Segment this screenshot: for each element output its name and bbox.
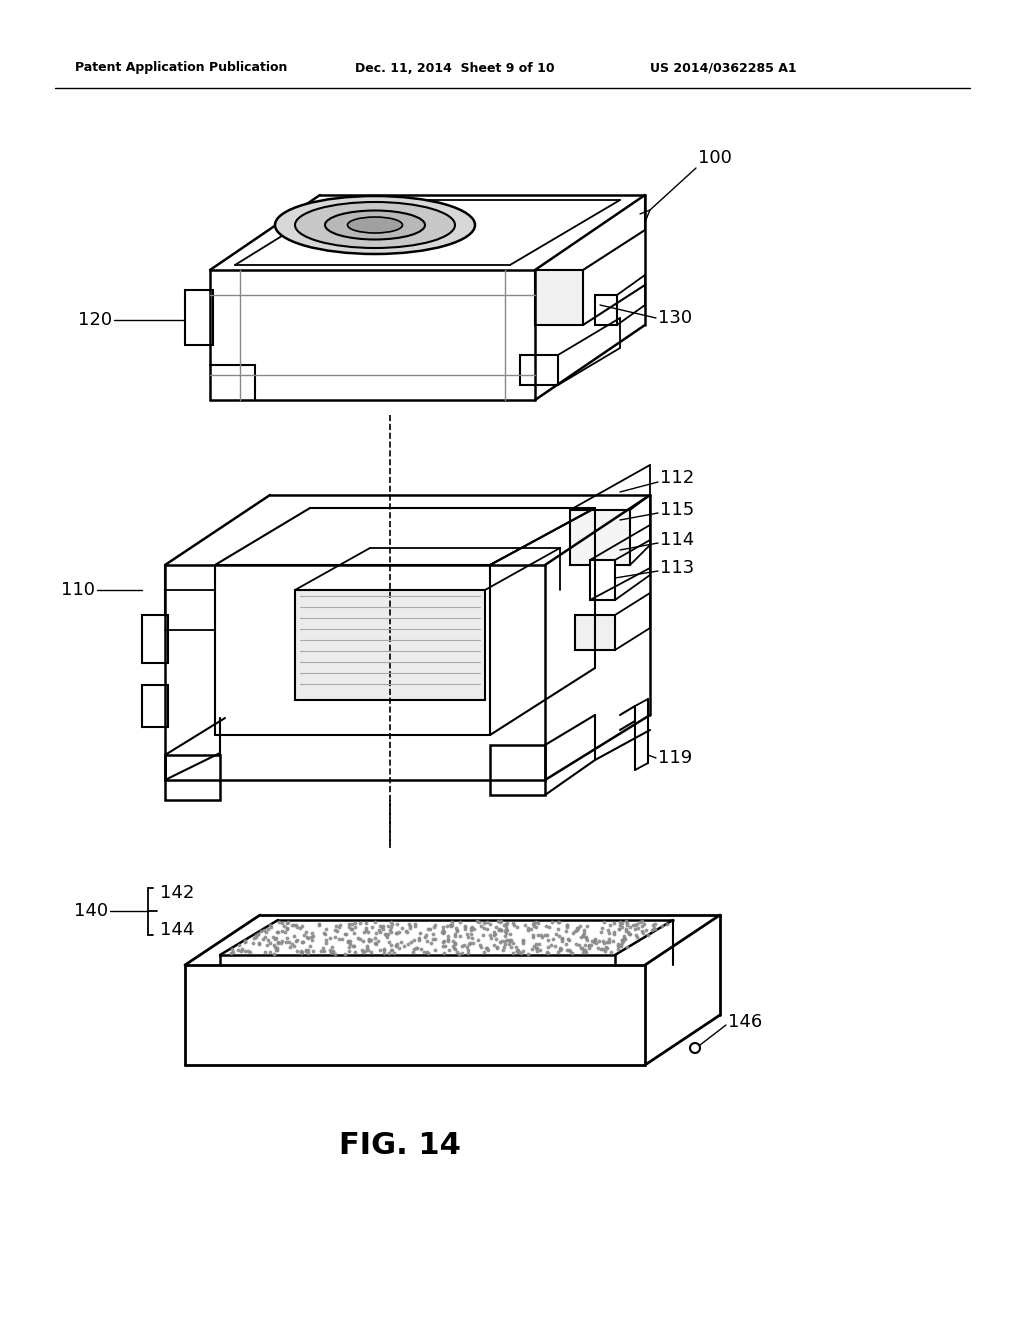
Bar [295,590,485,700]
Text: 114: 114 [660,531,694,549]
Bar [590,560,615,601]
Bar [185,290,213,345]
Text: 115: 115 [660,502,694,519]
Bar [535,271,583,325]
Ellipse shape [325,210,425,239]
Ellipse shape [295,202,455,248]
Text: 112: 112 [660,469,694,487]
Bar [142,615,168,663]
Text: 144: 144 [160,921,195,939]
Text: 100: 100 [698,149,732,168]
Text: Dec. 11, 2014  Sheet 9 of 10: Dec. 11, 2014 Sheet 9 of 10 [355,62,555,74]
Bar [142,685,168,727]
Text: Patent Application Publication: Patent Application Publication [75,62,288,74]
Bar [570,510,630,565]
Bar [575,615,615,649]
Text: 113: 113 [660,558,694,577]
Text: US 2014/0362285 A1: US 2014/0362285 A1 [650,62,797,74]
Bar [595,294,617,325]
Text: 130: 130 [658,309,692,327]
Text: 120: 120 [78,312,112,329]
Text: 110: 110 [61,581,95,599]
Text: 142: 142 [160,884,195,902]
Bar [520,355,558,385]
Text: FIG. 14: FIG. 14 [339,1130,461,1159]
Bar [165,755,220,800]
Ellipse shape [275,195,475,253]
Ellipse shape [347,216,402,234]
Bar [490,744,545,795]
Text: 146: 146 [728,1012,762,1031]
Text: 119: 119 [658,748,692,767]
Text: 140: 140 [74,902,108,920]
